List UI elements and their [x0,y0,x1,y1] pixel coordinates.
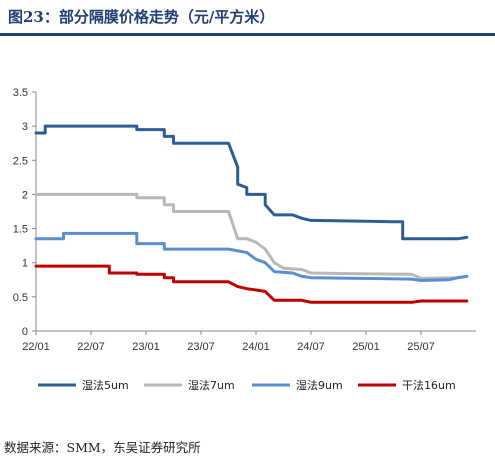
series-line-1 [34,124,469,241]
x-tick-label: 25/01 [352,341,380,353]
legend-label: 湿法7um [188,378,235,392]
y-tick-label: 2 [22,189,28,201]
x-tick-label: 24/01 [242,341,270,353]
y-tick-label: 1 [22,258,28,270]
legend-label: 湿法9um [296,378,343,392]
chart-series [34,124,469,304]
x-tick-label: 22/01 [22,341,50,353]
x-tick-label: 25/07 [407,341,435,353]
x-tick-label: 22/07 [77,341,105,353]
series-line-4 [34,264,469,304]
legend-label: 湿法5um [82,378,129,392]
y-tick-label: 1.5 [13,224,28,236]
y-tick-label: 0.5 [13,292,28,304]
x-tick-label: 24/07 [297,341,325,353]
price-chart: 0 0.5 1 1.5 2 2.5 3 3.5 22/01 22/07 23/01 23/07 24/0… [13,87,476,392]
y-tick-label: 3 [22,121,28,133]
chart-axes: 0 0.5 1 1.5 2 2.5 3 3.5 22/01 22/07 23/01 23/07 24/0… [13,87,476,353]
x-tick-label: 23/07 [187,341,215,353]
y-tick-label: 0 [22,326,28,338]
title-divider [0,33,495,36]
y-tick-label: 2.5 [13,155,28,167]
series-line-2 [34,192,469,280]
chart-legend: 湿法5um 湿法7um 湿法9um 干法16um [38,378,456,392]
legend-label: 干法16um [402,378,456,392]
y-tick-label: 3.5 [13,87,28,99]
source-note: 数据来源：SMM，东吴证券研究所 [4,440,201,455]
x-tick-label: 23/01 [132,341,160,353]
figure-title: 图23：部分隔膜价格走势（元/平方米） [8,8,275,26]
series-line-3 [34,231,469,282]
